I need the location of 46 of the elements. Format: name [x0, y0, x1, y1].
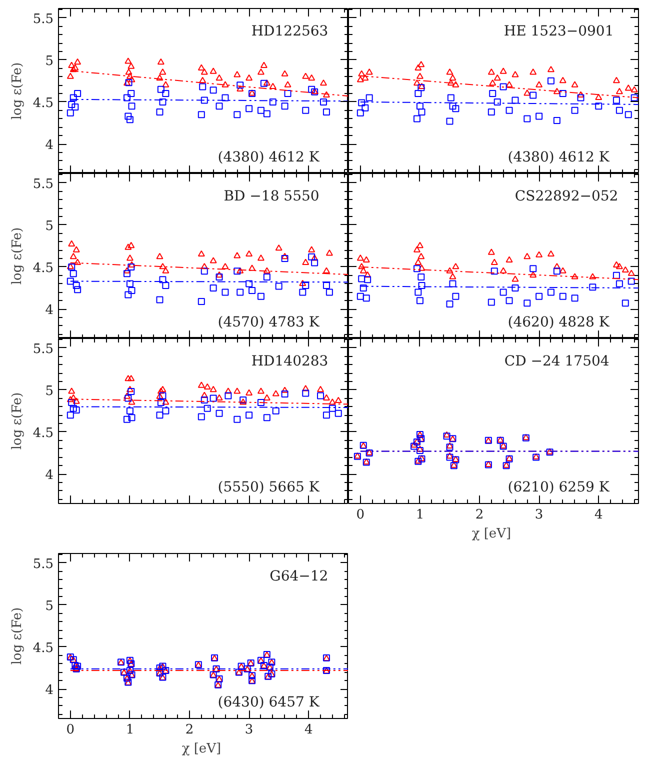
- x-axis-title: χ [eV]: [472, 526, 512, 542]
- annotation: (6430) 6457 K: [218, 694, 320, 710]
- y-tick-label: 4: [45, 138, 54, 154]
- annotation: (4380) 4612 K: [508, 149, 610, 166]
- annotation: (5550) 5665 K: [218, 479, 320, 496]
- annotation: (4380) 4612 K: [218, 149, 320, 166]
- annotation: (6210) 6259 K: [508, 479, 610, 496]
- y-tick-label: 4.5: [32, 260, 54, 276]
- y-tick-label: 4.5: [32, 640, 54, 656]
- y-axis-title: log ε(Fe): [10, 607, 25, 665]
- y-tick-label: 5: [45, 384, 54, 399]
- y-tick-label: 4: [45, 303, 54, 318]
- x-tick-label: 1: [126, 722, 134, 738]
- annotation: HE 1523−0901: [504, 23, 614, 40]
- y-tick-label: 5.5: [32, 12, 54, 27]
- x-tick-label: 2: [475, 508, 484, 522]
- x-tick-label: 2: [185, 722, 194, 738]
- y-tick-label: 4.5: [32, 426, 54, 441]
- annotation: HD122563: [251, 23, 328, 40]
- annotation: HD140283: [251, 353, 328, 370]
- annotation: G64−12: [270, 568, 328, 584]
- annotation: CS22892−052: [514, 188, 618, 204]
- x-tick-label: 3: [244, 722, 254, 738]
- annotation: (4620) 4828 K: [508, 314, 610, 330]
- annotation: CD −24 17504: [504, 353, 610, 370]
- annotation: (4570) 4783 K: [218, 314, 320, 330]
- y-tick-label: 4: [45, 683, 54, 698]
- y-tick-label: 5.5: [32, 556, 54, 572]
- x-tick-label: 4: [594, 508, 603, 522]
- y-tick-label: 4.5: [32, 96, 54, 111]
- y-tick-label: 5: [45, 598, 54, 614]
- annotation: BD −18 5550: [224, 188, 320, 204]
- x-tick-label: 0: [66, 722, 75, 738]
- y-axis-title: log ε(Fe): [10, 62, 25, 120]
- x-tick-label: 0: [356, 508, 365, 522]
- y-tick-label: 5: [45, 218, 54, 234]
- x-tick-label: 4: [304, 722, 313, 738]
- y-tick-label: 4: [45, 468, 54, 484]
- y-tick-label: 5.5: [32, 176, 54, 192]
- y-axis-title: log ε(Fe): [10, 227, 25, 285]
- x-tick-label: 1: [416, 508, 424, 522]
- x-tick-label: 3: [534, 508, 544, 522]
- y-tick-label: 5.5: [32, 342, 54, 357]
- y-tick-label: 5: [45, 54, 54, 69]
- y-axis-title: log ε(Fe): [10, 392, 25, 450]
- x-axis-title: χ [eV]: [182, 742, 222, 756]
